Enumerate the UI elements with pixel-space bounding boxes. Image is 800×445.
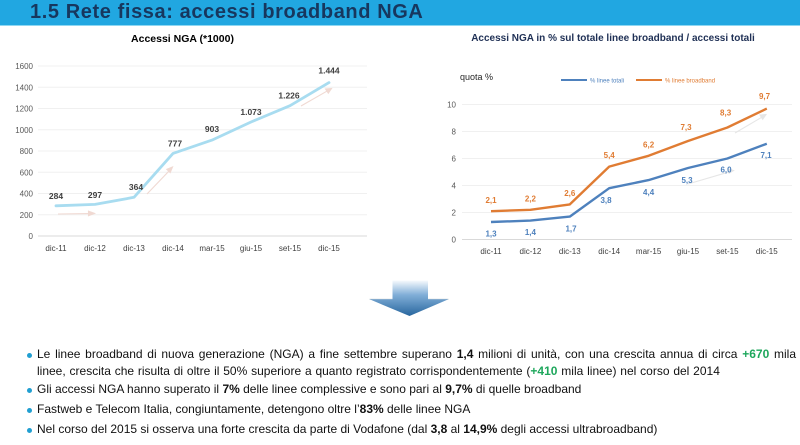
svg-text:quota %: quota % [460, 72, 493, 82]
svg-text:Accessi NGA (*1000): Accessi NGA (*1000) [131, 33, 234, 45]
svg-text:dic-14: dic-14 [598, 247, 620, 256]
svg-text:777: 777 [168, 139, 182, 149]
svg-text:giu-15: giu-15 [240, 244, 263, 253]
svg-text:giu-15: giu-15 [677, 247, 700, 256]
svg-text:297: 297 [88, 190, 102, 200]
svg-text:dic-15: dic-15 [756, 247, 778, 256]
svg-text:5,4: 5,4 [604, 151, 616, 160]
svg-text:dic-13: dic-13 [123, 244, 145, 253]
svg-text:800: 800 [20, 147, 34, 156]
svg-text:dic-11: dic-11 [480, 247, 502, 256]
svg-text:1,3: 1,3 [485, 230, 497, 239]
svg-text:dic-12: dic-12 [84, 244, 106, 253]
svg-text:set-15: set-15 [716, 247, 739, 256]
svg-text:% linee broadband: % linee broadband [665, 79, 715, 85]
svg-text:dic-13: dic-13 [559, 247, 581, 256]
svg-text:6,2: 6,2 [643, 141, 655, 150]
svg-text:200: 200 [20, 211, 34, 220]
svg-text:1200: 1200 [15, 105, 33, 114]
svg-text:dic-15: dic-15 [318, 244, 340, 253]
svg-text:7,1: 7,1 [760, 151, 772, 160]
svg-text:Accessi NGA in % sul totale li: Accessi NGA in % sul totale linee broadb… [471, 33, 755, 44]
svg-text:7,3: 7,3 [680, 123, 692, 132]
svg-text:2: 2 [452, 209, 457, 218]
svg-text:10: 10 [447, 101, 456, 110]
svg-text:1400: 1400 [15, 83, 33, 92]
svg-text:9,7: 9,7 [759, 92, 771, 101]
svg-text:2,2: 2,2 [525, 195, 537, 204]
svg-text:0: 0 [29, 232, 34, 241]
svg-text:903: 903 [205, 124, 219, 134]
svg-text:4,4: 4,4 [643, 188, 655, 197]
svg-text:2,6: 2,6 [564, 189, 576, 198]
svg-text:1.226: 1.226 [278, 91, 300, 101]
svg-text:set-15: set-15 [279, 244, 302, 253]
svg-text:8: 8 [452, 128, 457, 137]
svg-text:% linee totali: % linee totali [590, 79, 624, 85]
svg-text:364: 364 [129, 182, 143, 192]
svg-text:2,1: 2,1 [485, 196, 497, 205]
svg-text:0: 0 [452, 236, 457, 245]
svg-text:5,3: 5,3 [681, 176, 693, 185]
svg-text:600: 600 [20, 168, 34, 177]
svg-text:1000: 1000 [15, 126, 33, 135]
svg-text:1600: 1600 [15, 62, 33, 71]
svg-text:6: 6 [452, 155, 457, 164]
svg-text:mar-15: mar-15 [636, 247, 662, 256]
svg-text:dic-11: dic-11 [45, 244, 67, 253]
svg-text:284: 284 [49, 191, 63, 201]
svg-text:1,7: 1,7 [565, 225, 577, 234]
svg-text:400: 400 [20, 190, 34, 199]
svg-text:1,4: 1,4 [525, 228, 537, 237]
svg-text:mar-15: mar-15 [199, 244, 225, 253]
svg-text:3,8: 3,8 [600, 196, 612, 205]
svg-text:8,3: 8,3 [720, 109, 732, 118]
svg-text:6,0: 6,0 [720, 166, 732, 175]
svg-text:dic-14: dic-14 [162, 244, 184, 253]
svg-text:dic-12: dic-12 [520, 247, 542, 256]
svg-text:4: 4 [452, 182, 457, 191]
svg-text:1.073: 1.073 [240, 107, 262, 117]
svg-text:1.444: 1.444 [318, 66, 340, 76]
